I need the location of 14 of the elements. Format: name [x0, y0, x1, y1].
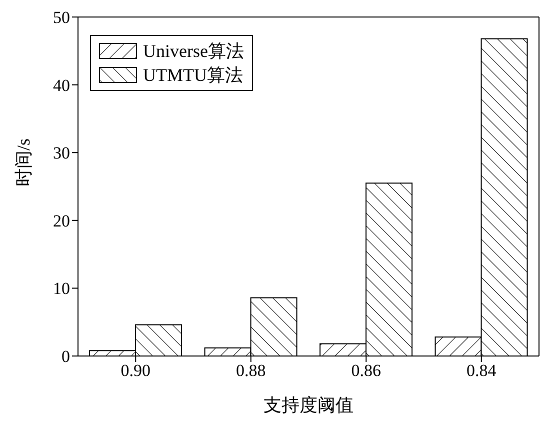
x-tick-label: 0.88: [236, 361, 266, 380]
legend-label: Universe算法: [143, 40, 244, 63]
y-axis-title: 时间/s: [13, 138, 34, 186]
y-tick-label: 40: [53, 76, 70, 95]
y-tick-label: 50: [53, 8, 70, 28]
legend-label: UTMTU算法: [143, 64, 243, 87]
x-tick-label: 0.90: [120, 361, 150, 380]
x-tick-label: 0.86: [351, 361, 381, 380]
y-tick-label: 30: [53, 144, 70, 163]
y-tick-label: 0: [62, 347, 70, 366]
x-tick-label: 0.84: [466, 361, 497, 380]
y-tick-label: 20: [53, 211, 70, 230]
x-axis-title: 支持度阈值: [264, 395, 354, 415]
y-tick-label: 10: [53, 279, 70, 298]
